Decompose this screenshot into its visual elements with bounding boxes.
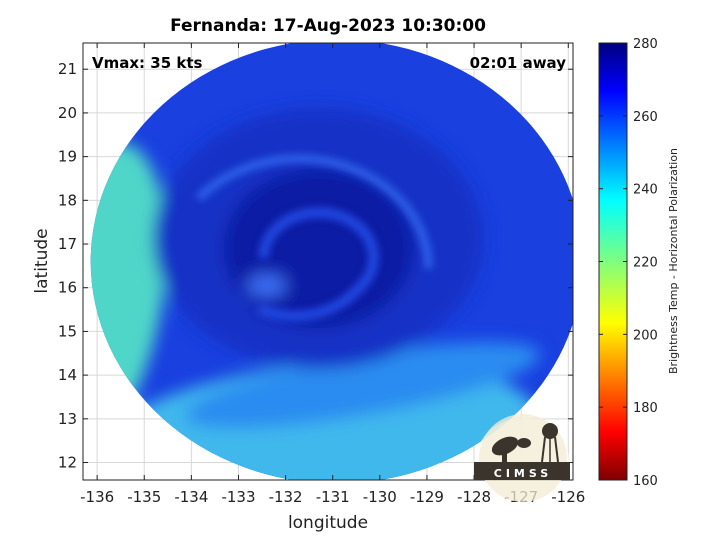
vmax-annotation: Vmax: 35 kts: [92, 54, 202, 72]
spiral-band: [256, 207, 379, 322]
south-band-inner: [185, 341, 541, 429]
x-tick-label-6: -130: [363, 488, 397, 506]
cb-tick-label-0: 160: [633, 474, 658, 489]
y-tick-label-8: 20: [58, 104, 77, 122]
chart-title: Fernanda: 17-Aug-2023 10:30:00: [170, 16, 486, 36]
eye-wall: [223, 168, 414, 329]
cb-tick-label-2: 200: [633, 328, 658, 343]
x-tick-label-8: -128: [457, 488, 491, 506]
colorbar-ticks: 160 180 200 220 240 260 280: [599, 37, 658, 489]
light-patch: [246, 273, 287, 298]
microwave-swath: [90, 43, 573, 480]
west-band: [90, 142, 166, 441]
cb-tick-label-5: 260: [633, 110, 658, 125]
time-away-annotation: 02:01 away: [470, 54, 567, 72]
cb-tick-label-6: 280: [633, 37, 658, 52]
x-tick-label-0: -136: [80, 488, 114, 506]
y-tick-label-5: 17: [58, 235, 77, 253]
spiral-band-outer: [195, 154, 433, 269]
y-tick-label-1: 13: [58, 410, 77, 428]
x-tick-label-10: -126: [551, 488, 585, 506]
y-axis-label: latitude: [32, 228, 52, 293]
x-axis-label: longitude: [288, 513, 368, 533]
x-tick-label-7: -129: [410, 488, 444, 506]
y-tick-label-3: 15: [58, 322, 77, 340]
cb-tick-label-3: 220: [633, 256, 658, 271]
y-tick-label-6: 18: [58, 191, 77, 209]
y-tick-label-4: 16: [58, 279, 77, 297]
x-tick-label-4: -132: [269, 488, 303, 506]
colorbar-label: Brightness Temp - Horizontal Polarizatio…: [667, 148, 680, 374]
cb-tick-label-1: 180: [633, 401, 658, 416]
x-tick-label-2: -134: [174, 488, 208, 506]
y-ticks: 12 13 14 15 16 17 18 19 20 21: [58, 60, 573, 472]
y-tick-label-2: 14: [58, 366, 77, 384]
cb-tick-label-4: 240: [633, 183, 658, 198]
x-tick-label-3: -133: [221, 488, 255, 506]
logo-text: CIMSS: [494, 467, 552, 480]
x-ticks: -136-135-134-133-132-131-130-129-128-127…: [80, 43, 585, 506]
y-tick-label-7: 19: [58, 148, 77, 166]
y-tick-label-0: 12: [58, 454, 77, 472]
colorbar: 160 180 200 220 240 260 280 Brightness Temp - …: [598, 37, 680, 489]
x-tick-label-5: -131: [316, 488, 350, 506]
y-tick-label-9: 21: [58, 60, 77, 78]
axes-box: [82, 42, 574, 481]
cimss-logo: CIMSS: [474, 414, 570, 502]
colorbar-gradient: [598, 42, 628, 481]
x-tick-label-1: -135: [127, 488, 161, 506]
